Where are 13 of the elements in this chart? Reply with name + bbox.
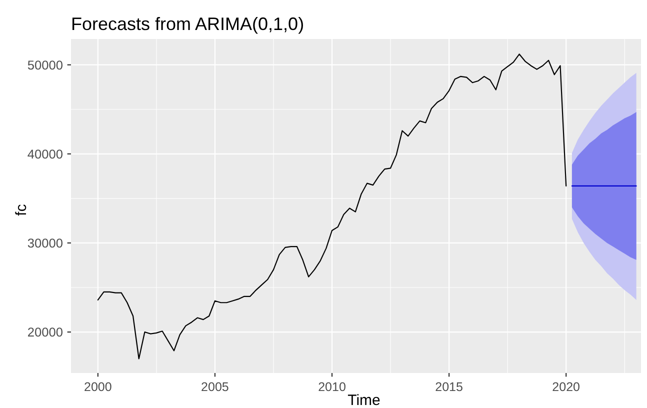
y-axis-title: fc (13, 204, 30, 216)
chart-title: Forecasts from ARIMA(0,1,0) (71, 14, 304, 34)
x-tick-label: 2000 (84, 380, 112, 394)
y-tick-label: 20000 (27, 324, 63, 340)
x-tick-label: 2015 (435, 380, 463, 394)
y-tick-label: 40000 (27, 146, 63, 162)
y-tick-label: 30000 (27, 235, 63, 250)
x-axis-title: Time (348, 392, 380, 408)
x-tick-label: 2005 (201, 380, 229, 394)
line-series (97, 54, 567, 360)
y-tick-label: 50000 (27, 57, 63, 72)
x-tick-label: 2020 (552, 380, 580, 394)
x-tick-label: 2010 (318, 380, 346, 394)
